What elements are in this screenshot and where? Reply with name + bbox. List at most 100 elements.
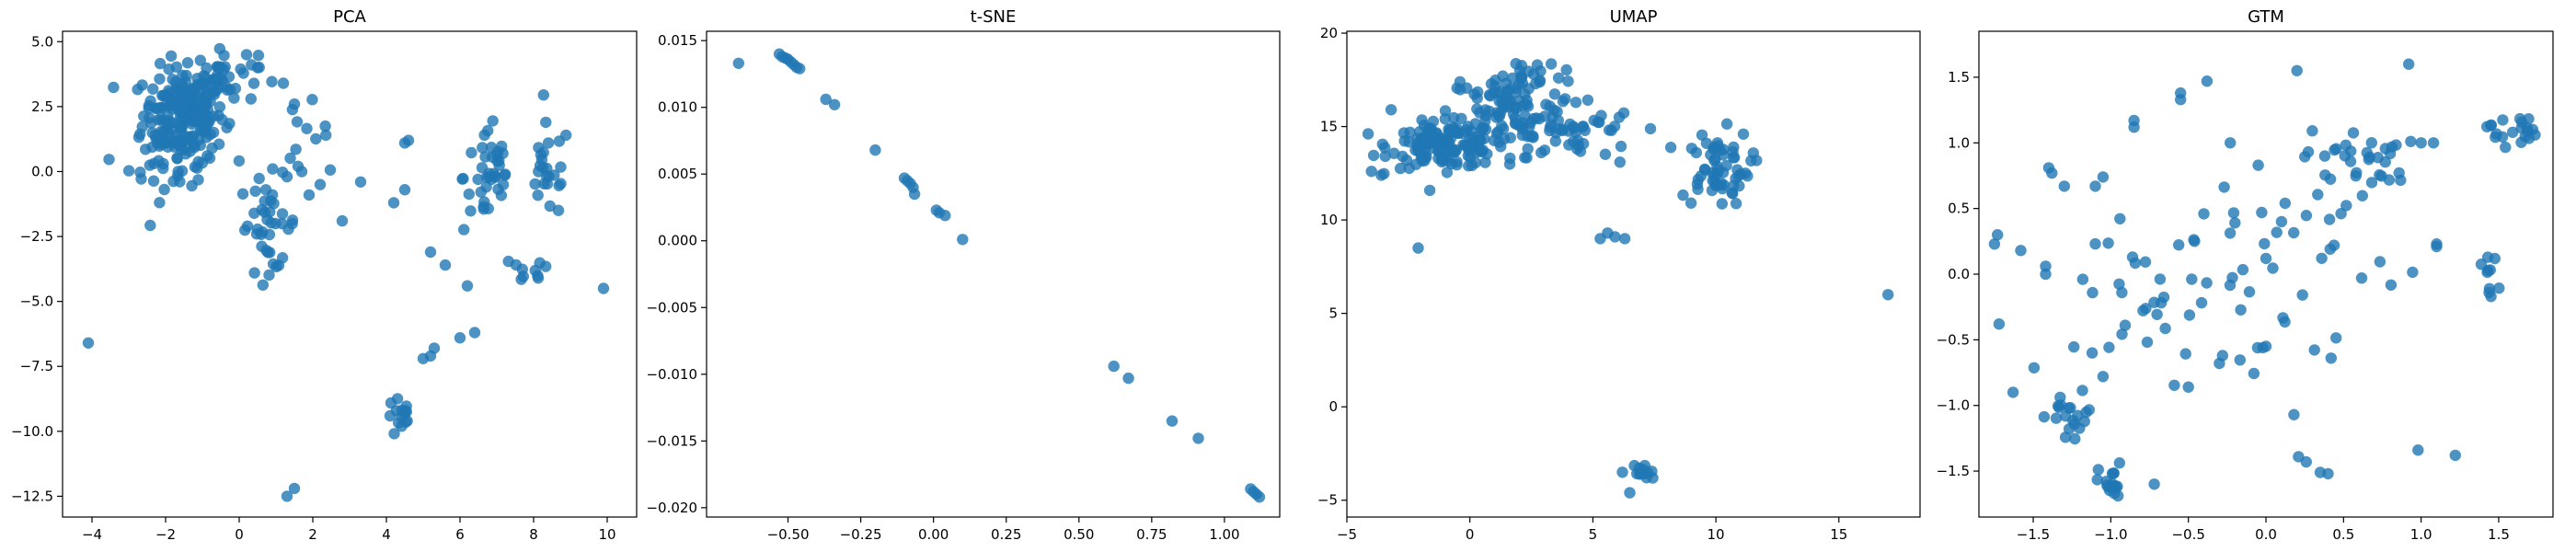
- scatter-point: [2183, 309, 2196, 321]
- y-tick-label: 20: [1320, 25, 1338, 41]
- scatter-point: [1522, 143, 1534, 155]
- scatter-point: [1471, 92, 1483, 104]
- scatter-point: [2356, 190, 2368, 201]
- scatter-point: [154, 197, 166, 209]
- panel-umap: UMAP −5 0 5 10 15 −5 0 5 10 15 20: [1317, 7, 1921, 543]
- y-tick-label: 0.010: [658, 99, 697, 116]
- panel-title: PCA: [333, 7, 366, 27]
- scatter-point: [1497, 122, 1510, 135]
- scatter-point: [163, 130, 175, 143]
- panel-title: t-SNE: [971, 7, 1017, 27]
- scatter-point: [2076, 273, 2089, 285]
- y-tick-label: 0.0: [1948, 266, 1970, 282]
- x-tick-label: −4: [82, 526, 102, 543]
- scatter-point: [319, 120, 331, 132]
- scatter-point: [2407, 266, 2419, 279]
- scatter-point: [2243, 286, 2256, 298]
- scatter-point: [1737, 128, 1750, 140]
- scatter-point: [1614, 156, 1627, 168]
- scatter-point: [82, 337, 95, 349]
- scatter-point: [1253, 491, 1266, 503]
- scatter-point: [1644, 122, 1657, 135]
- scatter-point: [2405, 135, 2417, 147]
- scatter-point: [2195, 296, 2208, 309]
- scatter-point: [1439, 105, 1452, 117]
- scatter-point: [184, 145, 196, 157]
- scatter-point: [2248, 367, 2260, 380]
- scatter-point: [2168, 379, 2180, 391]
- scatter-point: [163, 85, 175, 97]
- scatter-point: [2113, 457, 2125, 469]
- scatter-point: [2129, 257, 2142, 270]
- scatter-point: [228, 92, 240, 104]
- scatter-point: [2069, 432, 2081, 445]
- scatter-point: [2385, 279, 2398, 291]
- scatter-point: [2379, 155, 2391, 168]
- scatter-point: [2312, 189, 2324, 201]
- scatter-point: [1535, 146, 1547, 159]
- scatter-point: [2235, 304, 2247, 316]
- scatter-point: [2279, 197, 2291, 210]
- scatter-point: [295, 166, 308, 178]
- scatter-point: [1376, 138, 1389, 150]
- scatter-point: [1730, 198, 1742, 210]
- scatter-point: [2318, 150, 2331, 162]
- scatter-point: [1595, 109, 1607, 121]
- scatter-point: [2007, 386, 2019, 398]
- panel-gtm: GTM −1.5 −1.0 −0.5 0.0 0.5 1.0 1.5 −1.5 −1.0 −0.5…: [1937, 7, 2554, 543]
- scatter-point: [1732, 169, 1745, 182]
- scatter-point: [2522, 125, 2534, 137]
- scatter-point: [1493, 110, 1506, 122]
- y-tick-label: 1.0: [1948, 134, 1970, 151]
- scatter-point: [493, 159, 505, 171]
- y-tick-label: −0.010: [646, 366, 697, 383]
- scatter-point: [1477, 121, 1489, 134]
- scatter-point: [134, 167, 146, 178]
- scatter-point: [544, 200, 556, 213]
- scatter-point: [1624, 487, 1636, 499]
- scatter-point: [336, 214, 349, 227]
- scatter-point: [281, 490, 293, 502]
- scatter-point: [166, 94, 178, 106]
- scatter-point: [310, 132, 322, 145]
- scatter-point: [2515, 116, 2528, 128]
- y-tick-label: 5: [1328, 305, 1338, 322]
- scatter-point: [1413, 126, 1426, 138]
- scatter-point: [163, 63, 175, 75]
- panel-title: GTM: [2248, 7, 2284, 27]
- x-tick-label: 8: [529, 526, 538, 543]
- scatter-point: [2237, 263, 2249, 276]
- scatter-point: [1488, 134, 1501, 146]
- scatter-point: [510, 259, 523, 271]
- scatter-point: [1394, 162, 1407, 175]
- scatter-point: [201, 62, 213, 75]
- scatter-point: [1988, 238, 2001, 250]
- scatter-point: [1572, 139, 1585, 152]
- scatter-point: [2151, 308, 2163, 320]
- scatter-point: [2449, 449, 2461, 462]
- scatter-point: [1417, 152, 1429, 164]
- scatter-point: [314, 178, 327, 190]
- scatter-point: [213, 101, 226, 113]
- scatter-point: [1711, 137, 1724, 149]
- scatter-point: [1559, 93, 1571, 105]
- x-tick-label: 0.5: [2332, 526, 2354, 543]
- scatter-point: [1362, 128, 1374, 140]
- scatter-point: [2300, 210, 2313, 222]
- scatter-points: [1362, 57, 1894, 499]
- scatter-point: [1507, 109, 1520, 121]
- scatter-point: [1713, 164, 1725, 177]
- scatter-point: [2350, 170, 2362, 182]
- scatter-point: [1677, 189, 1689, 201]
- scatter-point: [2072, 409, 2084, 421]
- scatter-point: [1479, 156, 1491, 168]
- scatter-point: [1516, 99, 1528, 112]
- scatter-point: [1545, 58, 1558, 70]
- scatter-point: [2340, 200, 2352, 212]
- scatter-point: [2374, 256, 2386, 268]
- y-tick-label: 2.5: [31, 98, 53, 115]
- scatter-point: [150, 102, 163, 115]
- scatter-point: [1422, 137, 1434, 150]
- scatter-point: [233, 155, 246, 167]
- scatter-point: [277, 77, 290, 89]
